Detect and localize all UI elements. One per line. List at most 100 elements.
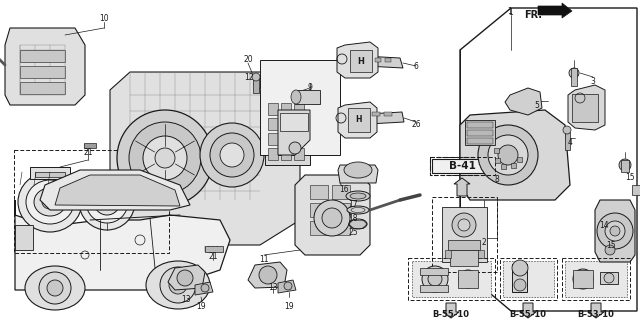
Text: H: H [358, 56, 364, 65]
Bar [294, 133, 304, 145]
Bar [360, 112, 368, 116]
Bar [365, 58, 371, 62]
Bar [260, 60, 340, 155]
Bar [565, 132, 570, 150]
Ellipse shape [86, 181, 128, 223]
Text: 13: 13 [268, 283, 278, 292]
Bar [420, 285, 448, 292]
Text: 4: 4 [568, 138, 572, 147]
Polygon shape [195, 282, 213, 295]
Ellipse shape [25, 266, 85, 310]
Circle shape [605, 221, 625, 241]
Polygon shape [338, 165, 378, 183]
Text: B-55-10: B-55-10 [509, 310, 547, 319]
Circle shape [604, 273, 614, 283]
Bar [408, 258, 495, 300]
Text: B-55-10: B-55-10 [433, 310, 470, 319]
Bar [465, 120, 495, 145]
Bar [268, 118, 278, 130]
Ellipse shape [94, 189, 120, 215]
Text: 25: 25 [348, 228, 358, 237]
Polygon shape [568, 85, 605, 130]
Circle shape [573, 269, 593, 289]
Text: 13: 13 [181, 295, 191, 304]
Bar [84, 143, 96, 148]
Polygon shape [168, 265, 205, 290]
Polygon shape [5, 28, 85, 105]
Text: 19: 19 [196, 302, 206, 311]
Circle shape [284, 282, 292, 290]
Polygon shape [55, 175, 180, 206]
Ellipse shape [346, 191, 370, 201]
Polygon shape [454, 178, 470, 196]
Bar [372, 112, 380, 116]
Ellipse shape [350, 193, 366, 199]
Circle shape [605, 245, 615, 255]
Bar [281, 133, 291, 145]
Polygon shape [460, 110, 570, 200]
Circle shape [463, 274, 473, 284]
Circle shape [220, 143, 244, 167]
Bar [571, 68, 577, 86]
Circle shape [252, 73, 260, 81]
Text: 20: 20 [243, 55, 253, 64]
Text: 5: 5 [534, 101, 540, 110]
Polygon shape [15, 200, 230, 290]
Bar [573, 270, 593, 288]
Polygon shape [443, 303, 459, 318]
Polygon shape [588, 303, 604, 318]
Circle shape [422, 266, 448, 292]
Polygon shape [338, 102, 377, 138]
Text: 11: 11 [259, 255, 269, 264]
Bar [412, 261, 491, 297]
Bar [600, 272, 618, 284]
Bar [310, 221, 328, 235]
Polygon shape [278, 110, 310, 155]
Text: FR.: FR. [524, 10, 542, 20]
Polygon shape [595, 200, 635, 262]
Bar [355, 58, 361, 62]
Bar [332, 203, 350, 217]
Text: 8: 8 [495, 175, 499, 184]
Bar [310, 203, 328, 217]
Bar [478, 250, 484, 258]
Circle shape [129, 122, 201, 194]
Bar [35, 172, 65, 177]
Circle shape [314, 200, 350, 236]
Circle shape [47, 280, 63, 296]
Text: 15: 15 [606, 241, 616, 250]
Polygon shape [295, 175, 370, 255]
Polygon shape [110, 72, 300, 245]
Circle shape [428, 272, 442, 286]
Bar [385, 58, 391, 62]
Circle shape [452, 213, 476, 237]
Circle shape [488, 135, 528, 175]
Bar [384, 112, 392, 116]
Bar [205, 246, 223, 252]
Polygon shape [350, 112, 404, 125]
Bar [332, 185, 350, 199]
Circle shape [459, 270, 477, 288]
Circle shape [39, 272, 71, 304]
Bar [20, 50, 65, 62]
Text: 3: 3 [591, 77, 595, 86]
Circle shape [563, 126, 571, 134]
Circle shape [569, 68, 579, 78]
Circle shape [155, 148, 175, 168]
Bar [511, 163, 516, 168]
Bar [621, 160, 629, 172]
Bar [295, 90, 320, 104]
Bar [281, 103, 291, 115]
Bar [565, 261, 627, 297]
Circle shape [143, 136, 187, 180]
Bar [517, 157, 522, 162]
Bar [310, 185, 328, 199]
Bar [281, 118, 291, 130]
Circle shape [210, 133, 254, 177]
Circle shape [177, 270, 193, 286]
Circle shape [578, 274, 588, 284]
Ellipse shape [146, 261, 210, 309]
Circle shape [322, 208, 342, 228]
Circle shape [498, 145, 518, 165]
Text: 9: 9 [308, 83, 312, 92]
